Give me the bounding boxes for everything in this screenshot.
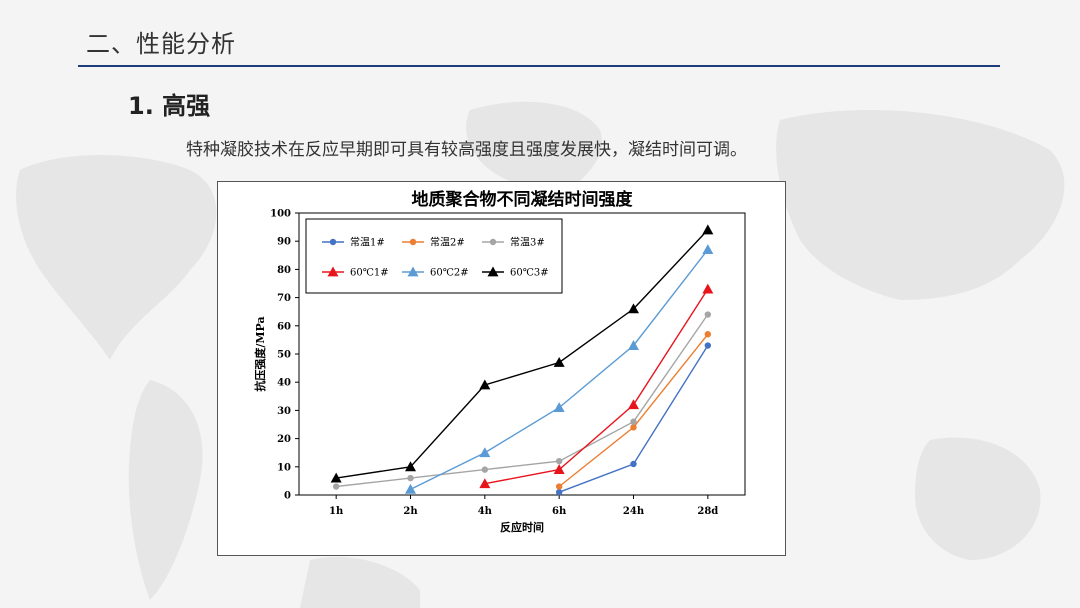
y-axis-label: 抗压强度/MPa <box>253 316 267 391</box>
x-tick-label: 2h <box>403 506 418 517</box>
series-point-3 <box>630 418 637 425</box>
y-tick-label: 50 <box>277 350 291 361</box>
chart-title: 地质聚合物不同凝结时间强度 <box>412 189 634 210</box>
section-title: 二、性能分析 <box>86 30 236 58</box>
series-point-3 <box>555 457 563 465</box>
series-point-2 <box>704 331 712 338</box>
series-point-6 <box>628 303 639 314</box>
legend-marker <box>329 238 337 246</box>
series-point-1 <box>555 488 563 496</box>
legend-marker <box>327 266 339 277</box>
series-point-5 <box>628 340 639 350</box>
legend-label: 60℃2# <box>430 268 469 279</box>
series-point-5 <box>405 483 416 494</box>
series-point-6 <box>479 379 491 390</box>
y-tick-label: 10 <box>277 462 291 473</box>
series-point-6 <box>553 356 565 367</box>
y-tick-label: 90 <box>277 237 291 248</box>
series-line-6 <box>336 229 709 479</box>
legend-label: 60℃3# <box>510 268 549 279</box>
legend-marker <box>489 238 497 246</box>
series-point-6 <box>405 461 416 472</box>
legend-label: 常温2# <box>430 236 465 249</box>
legend-box <box>305 218 563 294</box>
series-line-3 <box>336 314 709 488</box>
legend-label: 60℃1# <box>350 268 389 279</box>
x-tick-label: 4h <box>478 506 493 517</box>
y-tick-label: 30 <box>277 406 291 417</box>
y-tick-label: 100 <box>270 209 291 220</box>
series-point-4 <box>479 478 491 489</box>
series-point-4 <box>553 464 565 475</box>
legend-marker <box>407 266 419 277</box>
series-point-3 <box>481 466 489 473</box>
legend-label: 常温1# <box>350 236 385 249</box>
series-point-3 <box>407 474 414 482</box>
legend-marker <box>487 266 499 277</box>
x-tick-label: 1h <box>329 506 344 517</box>
series-point-5 <box>553 402 565 412</box>
legend-label: 常温3# <box>510 236 545 249</box>
series-point-6 <box>330 472 342 483</box>
y-tick-label: 80 <box>277 265 291 276</box>
series-point-5 <box>702 244 714 255</box>
subtitle: 1. 高强 <box>128 92 211 120</box>
series-point-1 <box>704 342 712 349</box>
description-text: 特种凝胶技术在反应早期即可具有较高强度且强度发展快，凝结时间可调。 <box>186 140 747 160</box>
y-tick-label: 60 <box>277 321 291 332</box>
legend-marker <box>409 238 417 246</box>
series-point-3 <box>332 483 340 490</box>
series-point-4 <box>702 283 714 294</box>
title-divider <box>78 65 1000 67</box>
series-point-4 <box>628 399 639 410</box>
x-tick-label: 24h <box>623 506 645 517</box>
series-point-3 <box>704 311 712 318</box>
series-line-4 <box>484 288 709 485</box>
series-point-5 <box>479 447 491 458</box>
series-point-2 <box>555 483 563 490</box>
y-tick-label: 0 <box>284 491 291 502</box>
series-point-6 <box>702 224 714 235</box>
y-tick-label: 70 <box>277 293 291 304</box>
y-tick-label: 40 <box>277 378 291 389</box>
chart-container: 地质聚合物不同凝结时间强度 0 10 20 30 40 50 60 70 80 90 100 1h 2h 4… <box>217 181 786 556</box>
series-point-1 <box>630 460 637 468</box>
x-tick-label: 28d <box>697 506 718 517</box>
y-tick-label: 20 <box>277 434 291 445</box>
x-axis-label: 反应时间 <box>500 520 544 534</box>
x-tick-label: 6h <box>552 506 567 517</box>
series-point-2 <box>630 424 637 431</box>
line-chart: 地质聚合物不同凝结时间强度 0 10 20 30 40 50 60 70 80 90 100 1h 2h 4… <box>253 189 746 534</box>
